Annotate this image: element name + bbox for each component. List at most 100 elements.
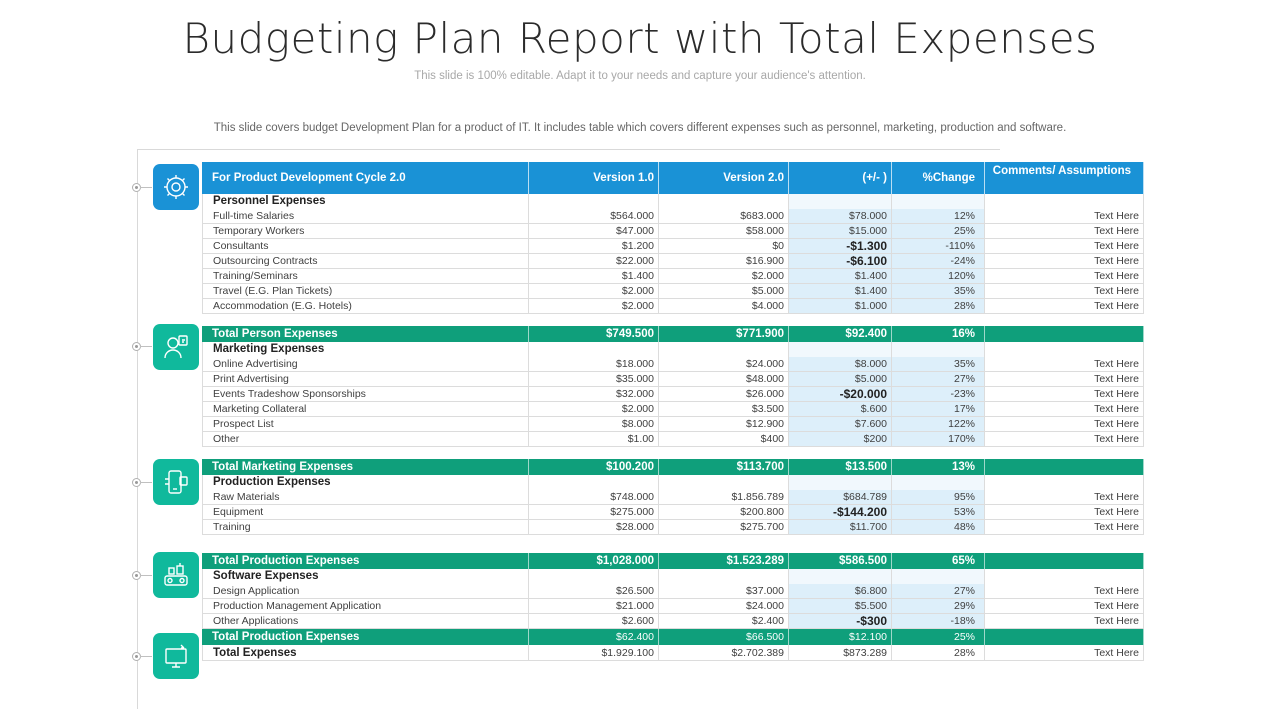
table-cell: $16.900	[659, 254, 789, 268]
grand-total-row: Total Expenses $1.929.100 $2.702.389 $873.2…	[202, 645, 1144, 661]
table-cell: $1.000	[789, 299, 892, 313]
table-cell: $2.702.389	[659, 645, 789, 660]
table-cell: Prospect List	[202, 417, 529, 431]
section-title: Marketing Expenses	[202, 342, 529, 357]
table-cell: -18%	[892, 614, 985, 628]
table-cell: $28.000	[529, 520, 659, 534]
table-cell	[789, 342, 892, 357]
table-cell	[892, 342, 985, 357]
table-row: Equipment $275.000 $200.800 -$144.200 53% Tex…	[202, 505, 1144, 520]
section-title-row: Software Expenses	[202, 569, 1144, 584]
table-cell: Total Production Expenses	[202, 629, 529, 645]
table-cell: Travel (E.G. Plan Tickets)	[202, 284, 529, 298]
table-cell: $2.400	[659, 614, 789, 628]
table-row: Outsourcing Contracts $22.000 $16.900 -$6.1…	[202, 254, 1144, 269]
table-cell: 35%	[892, 284, 985, 298]
table-cell: Text Here	[985, 402, 1144, 416]
section-title-row: Personnel Expenses	[202, 194, 1144, 209]
table-cell: Text Here	[985, 254, 1144, 268]
table-cell	[789, 194, 892, 209]
table-cell: Text Here	[985, 224, 1144, 238]
table-cell: $4.000	[659, 299, 789, 313]
table-cell: 95%	[892, 490, 985, 504]
table-cell: 29%	[892, 599, 985, 613]
section-total-row: Total Marketing Expenses $100.200 $113.700…	[202, 459, 1144, 475]
table-cell: Text Here	[985, 357, 1144, 371]
table-cell: Online Advertising	[202, 357, 529, 371]
table-row: Design Application $26.500 $37.000 $6.800 27…	[202, 584, 1144, 599]
section-total-row: Total Production Expenses $62.400 $66.500 $…	[202, 629, 1144, 645]
table-row: Consultants $1.200 $0 -$1.300 -110% Text Here	[202, 239, 1144, 254]
table-cell: Text Here	[985, 372, 1144, 386]
table-cell: Total Expenses	[202, 645, 529, 660]
table-cell	[985, 475, 1144, 490]
table-cell	[985, 194, 1144, 209]
table-cell: $275.000	[529, 505, 659, 519]
table-cell: 122%	[892, 417, 985, 431]
slide-subtitle: This slide is 100% editable. Adapt it to…	[414, 70, 866, 82]
table-row: Online Advertising $18.000 $24.000 $8.000 35…	[202, 357, 1144, 372]
table-cell: Text Here	[985, 614, 1144, 628]
table-cell: Other	[202, 432, 529, 446]
table-cell: 25%	[892, 224, 985, 238]
table-cell: $5.000	[659, 284, 789, 298]
table-cell: $78.000	[789, 209, 892, 223]
table-cell: Marketing Collateral	[202, 402, 529, 416]
table-cell: Text Here	[985, 490, 1144, 504]
table-cell: 12%	[892, 209, 985, 223]
table-cell: $47.000	[529, 224, 659, 238]
table-cell: $21.000	[529, 599, 659, 613]
table-cell	[789, 569, 892, 584]
monitor-icon	[153, 633, 199, 679]
table-cell: -$144.200	[789, 505, 892, 519]
section-total-row: Total Person Expenses $749.500 $771.900 $92…	[202, 326, 1144, 342]
table-cell: Text Here	[985, 299, 1144, 313]
table-cell	[892, 569, 985, 584]
table-row: Production Management Application $21.000…	[202, 599, 1144, 614]
table-cell: $22.000	[529, 254, 659, 268]
table-row: Other Applications $2.600 $2.400 -$300 -18% T…	[202, 614, 1144, 629]
table-cell: -$1.300	[789, 239, 892, 253]
table-cell: Training	[202, 520, 529, 534]
table-row: Full-time Salaries $564.000 $683.000 $78.00…	[202, 209, 1144, 224]
budget-table-header: For Product Development Cycle 2.0 Versio…	[202, 162, 1144, 194]
table-cell: Full-time Salaries	[202, 209, 529, 223]
table-cell: Equipment	[202, 505, 529, 519]
table-cell: $92.400	[789, 326, 892, 342]
timeline-dash	[140, 187, 152, 188]
table-cell	[529, 569, 659, 584]
table-cell: 48%	[892, 520, 985, 534]
table-cell: Text Here	[985, 417, 1144, 431]
table-cell: $7.600	[789, 417, 892, 431]
table-cell: $13.500	[789, 459, 892, 475]
table-cell	[659, 475, 789, 490]
slide-title: Budgeting Plan Report with Total Expense…	[182, 14, 1098, 63]
table-cell	[985, 459, 1144, 475]
table-cell	[789, 475, 892, 490]
table-cell: -$20.000	[789, 387, 892, 401]
table-cell: Accommodation (E.G. Hotels)	[202, 299, 529, 313]
header-cell: For Product Development Cycle 2.0	[202, 162, 529, 194]
table-cell: $1.00	[529, 432, 659, 446]
table-cell: $748.000	[529, 490, 659, 504]
table-cell: Training/Seminars	[202, 269, 529, 283]
table-cell: Text Here	[985, 584, 1144, 598]
table-row: Travel (E.G. Plan Tickets) $2.000 $5.000 $1…	[202, 284, 1144, 299]
table-row: Accommodation (E.G. Hotels) $2.000 $4.000 $…	[202, 299, 1144, 314]
table-cell: $26.500	[529, 584, 659, 598]
table-cell: 35%	[892, 357, 985, 371]
table-cell: -24%	[892, 254, 985, 268]
table-cell	[985, 326, 1144, 342]
table-cell: 53%	[892, 505, 985, 519]
table-cell: $15.000	[789, 224, 892, 238]
table-cell: Raw Materials	[202, 490, 529, 504]
table-cell: $1.400	[529, 269, 659, 283]
table-cell: Consultants	[202, 239, 529, 253]
table-row: Other $1.00 $400 $200 170% Text Here	[202, 432, 1144, 447]
table-cell: Temporary Workers	[202, 224, 529, 238]
marketing-section: Total Person Expenses $749.500 $771.900 $92…	[202, 326, 1144, 447]
table-cell: $5.500	[789, 599, 892, 613]
header-cell: (+/- )	[789, 162, 892, 194]
table-cell: $2.000	[529, 299, 659, 313]
table-cell: $58.000	[659, 224, 789, 238]
